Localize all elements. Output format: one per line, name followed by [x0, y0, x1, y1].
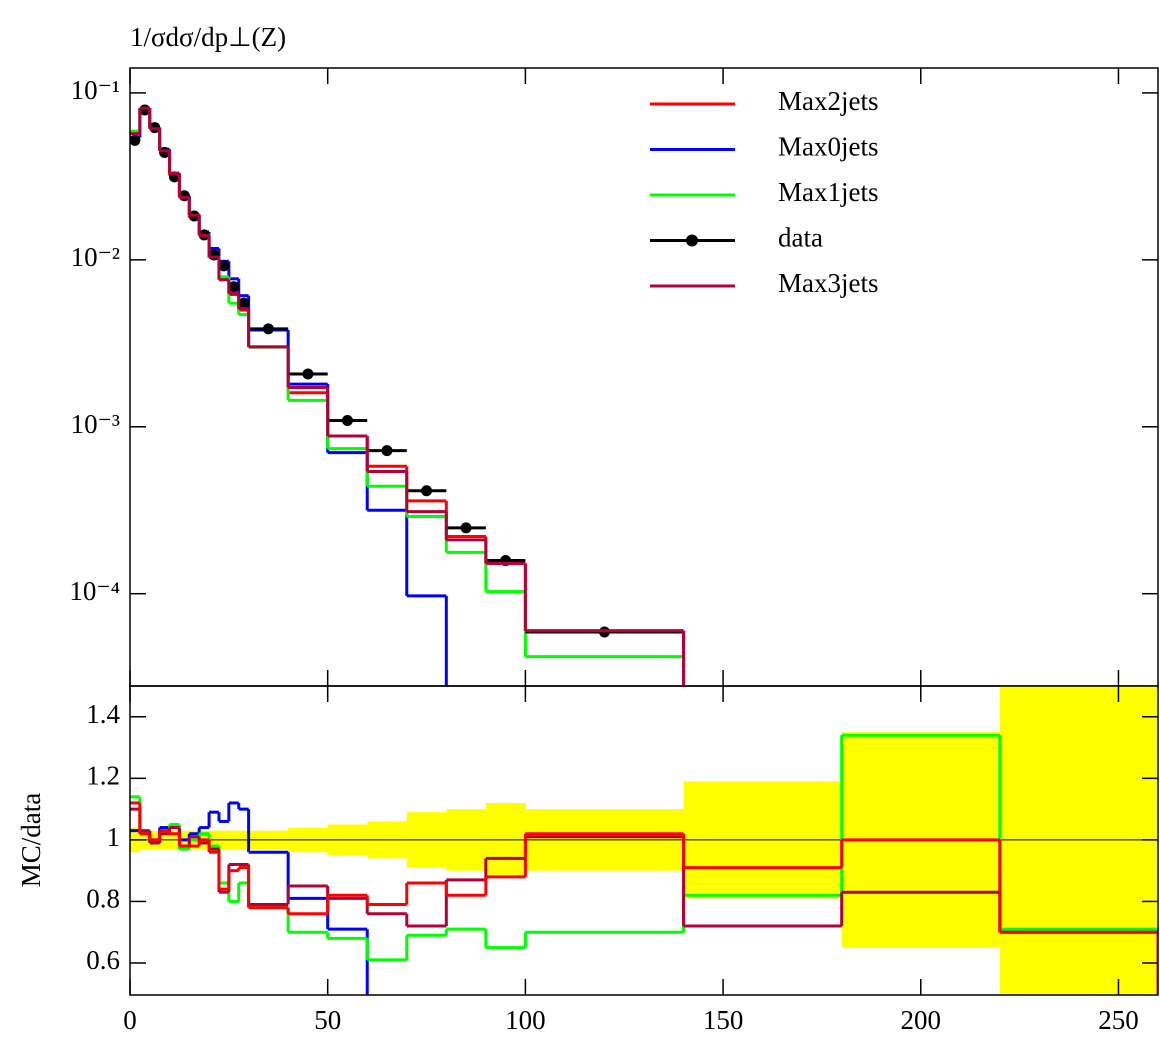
chart-title: 1/σdσ/dp⊥(Z): [130, 22, 286, 52]
x-tick-label: 0: [123, 1005, 137, 1035]
legend-label: Max0jets: [778, 132, 879, 162]
data-point: [238, 297, 250, 309]
data-point: [228, 281, 240, 293]
legend-label: data: [778, 223, 823, 253]
y-tick-label: 10⁻⁴: [69, 576, 120, 606]
x-tick-label: 250: [1098, 1005, 1139, 1035]
data-point: [218, 260, 230, 272]
data-point: [262, 323, 274, 335]
legend-label: Max2jets: [778, 86, 879, 116]
y-tick-label: 0.6: [86, 945, 120, 975]
uncertainty-band: [999, 686, 1158, 995]
plot-area: [130, 104, 686, 686]
panel-frame: [129, 67, 1159, 687]
y-tick-label: 1: [107, 822, 121, 852]
legend-marker: [686, 234, 698, 247]
plot-area: [130, 686, 1158, 995]
y-tick-label: 1.4: [86, 699, 120, 729]
data-point: [460, 522, 472, 534]
legend-label: Max3jets: [778, 268, 879, 298]
x-tick-label: 150: [703, 1005, 744, 1035]
y-tick-label: 10⁻²: [71, 242, 120, 272]
data-point: [341, 415, 353, 427]
data-point: [421, 485, 433, 497]
data-point: [381, 445, 393, 457]
y-tick-label: 1.2: [86, 761, 120, 791]
panel-frame: [129, 685, 1159, 996]
x-tick-label: 50: [314, 1005, 341, 1035]
y-tick-label: 0.8: [86, 884, 120, 914]
ratio-y-label: MC/data: [16, 793, 46, 888]
y-tick-label: 10⁻³: [71, 409, 120, 439]
x-tick-label: 200: [901, 1005, 942, 1035]
x-tick-label: 100: [505, 1005, 546, 1035]
legend-label: Max1jets: [778, 177, 879, 207]
data-point: [302, 368, 314, 380]
data-point: [130, 134, 141, 146]
y-tick-label: 10⁻¹: [71, 75, 120, 105]
